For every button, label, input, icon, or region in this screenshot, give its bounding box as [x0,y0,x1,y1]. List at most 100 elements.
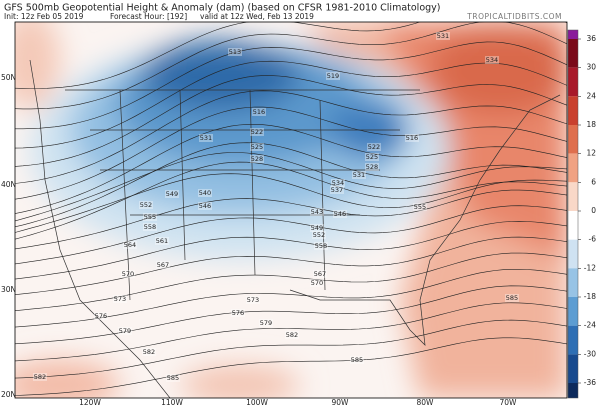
colorbar-tick-label: 24 [586,91,596,100]
contour-label: 573 [247,296,259,304]
contour-label: 531 [353,171,365,179]
contour-label-bg [198,189,212,197]
contour-label-bg [231,309,245,317]
contour-line [15,205,567,265]
contour-label: 561 [156,237,168,245]
contour-label-bg [139,201,153,209]
contour-label-bg [252,108,266,116]
contour-label-bg [118,327,132,335]
colorbar-tick-label: -24 [584,321,596,330]
height-contours [15,22,567,396]
contour-label-bg [436,32,450,40]
contour-label-bg [326,72,340,80]
lat-label: 50N [1,73,16,82]
contour-label: 585 [351,356,363,364]
contour-line [15,189,567,250]
contour-label: 576 [232,309,244,317]
colorbar-segment [568,125,578,154]
contour-label-bg [413,203,427,211]
contour-label-bg [352,171,366,179]
contour-line [15,173,567,233]
contour-label: 549 [166,190,178,198]
contour-label-bg [123,241,137,249]
contour-label: 513 [229,48,241,56]
contour-label: 555 [144,213,156,221]
contour-label: 567 [157,261,169,269]
colorbar-tick-label: 0 [591,206,596,215]
contour-label: 564 [124,241,136,249]
contour-label: 525 [366,153,378,161]
contour-label: 528 [366,163,378,171]
colorbar-segment [568,297,578,326]
contour-line [15,161,567,240]
contour-label-bg [485,56,499,64]
contour-line [15,90,567,184]
contour-label-bg [198,202,212,210]
contour-label-bg [142,348,156,356]
colorbar-segment [568,325,578,355]
colorbar-segment [568,239,578,269]
contour-line [15,106,567,200]
lon-label: 120W [79,398,101,407]
colorbar-segment [568,182,578,211]
contour-label-bg [405,134,419,142]
contour-label: 546 [334,210,346,218]
contour-label-bg [505,294,519,302]
colorbar-frame [567,29,579,399]
contour-line [15,123,567,214]
contour-label: 585 [167,374,179,382]
contour-label-bg [331,179,345,187]
contour-label: 522 [251,128,263,136]
contour-label-bg [143,223,157,231]
map-frame [14,21,568,399]
contour-line [15,152,567,222]
contour-label: 585 [506,294,518,302]
contour-label-bg [350,356,364,364]
coastlines [29,59,561,398]
contour-label-bg [94,312,108,320]
contour-label: 540 [199,189,211,197]
lon-label: 110W [161,398,183,407]
colorbar-tick-label: 12 [586,149,596,158]
contour-label: 525 [251,143,263,151]
colorbar-segment [568,39,578,68]
contour-label: 534 [332,179,344,187]
contour-label-bg [310,279,324,287]
contour-label: 582 [286,331,298,339]
colorbar-tick-label: -18 [584,292,596,301]
contour-label-bg [246,296,260,304]
contour-label-bg [310,208,324,216]
contour-label-bg [250,155,264,163]
colorbar-tick-label: 30 [586,63,596,72]
contour-label-bg [143,213,157,221]
contour-line [15,337,567,396]
contour-label: 537 [331,186,343,194]
contour-line [15,60,567,149]
contour-label: 570 [122,270,134,278]
contour-label-bg [155,237,169,245]
forecast-hour: Forecast Hour: [192] [110,12,187,21]
contour-line [15,252,567,311]
contour-line [15,142,567,228]
colorbar-segment [568,268,578,297]
anomaly-shading [15,22,567,398]
contour-label: 567 [314,270,326,278]
contour-label: 576 [95,312,107,320]
contour-label-bg [310,224,324,232]
contour-label: 522 [368,143,380,151]
contour-label: 543 [311,208,323,216]
contour-label-bg [365,153,379,161]
contour-line [15,319,567,379]
colorbar-tick-label: -12 [584,263,596,272]
contour-label-bg [259,319,273,327]
contour-label: 531 [437,32,449,40]
contour-label: 516 [253,108,265,116]
contour-label-bg [285,331,299,339]
contour-label-bg [365,163,379,171]
contour-line [15,285,567,345]
lat-label: 20N [1,390,16,399]
contour-label: 534 [486,56,498,64]
contour-label-bg [250,128,264,136]
contour-label: 528 [251,155,263,163]
contour-label-bg [33,373,47,381]
